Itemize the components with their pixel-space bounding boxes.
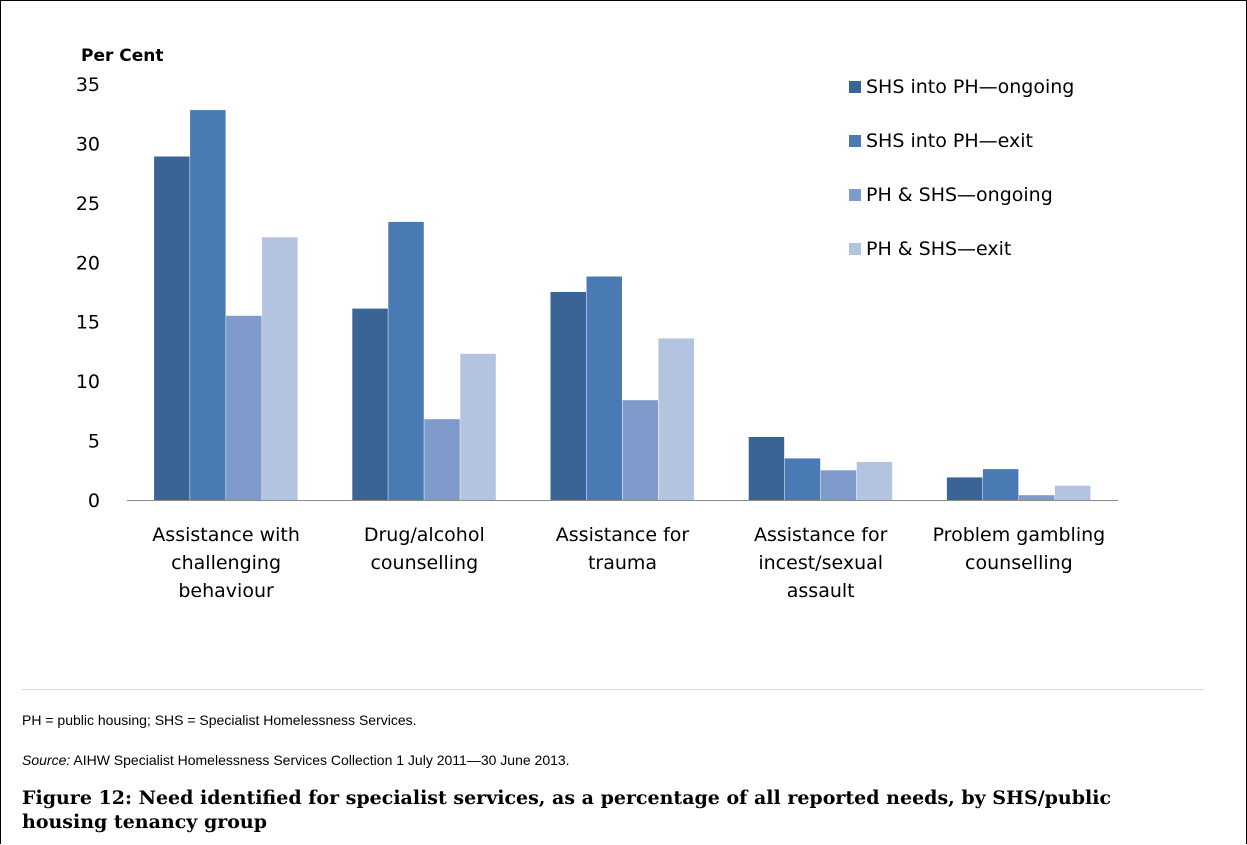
abbreviations-note: PH = public housing; SHS = Specialist Ho…	[22, 712, 417, 728]
legend: SHS into PH—ongoing SHS into PH—exit PH & …	[849, 76, 1074, 260]
legend-swatch	[849, 135, 861, 147]
source-label: Source:	[22, 752, 71, 768]
bar	[550, 292, 586, 500]
separator-line	[22, 689, 1204, 690]
category-label: assault	[787, 580, 855, 602]
bar	[226, 315, 262, 500]
bar	[856, 462, 893, 500]
bar	[388, 221, 424, 500]
legend-label: PH & SHS—ongoing	[866, 184, 1053, 206]
bar	[1054, 485, 1091, 500]
y-tick-label: 15	[76, 312, 100, 334]
bar	[946, 477, 983, 500]
legend-label: PH & SHS—exit	[866, 238, 1011, 260]
bar	[784, 458, 821, 500]
category-label: challenging	[171, 552, 281, 574]
category-label: Assistance for	[754, 524, 888, 546]
bar	[154, 156, 190, 500]
y-tick-label: 35	[76, 74, 100, 96]
category-label: counselling	[370, 552, 478, 574]
category-label: Assistance with	[152, 524, 300, 546]
y-axis-ticks: 0 5 10 15 20 25 30 35	[76, 74, 100, 512]
bar	[1018, 495, 1055, 500]
bar-chart: Per Cent 0 5 10 15 20 25 30 35 Assistance with c…	[76, 46, 1118, 602]
bar	[352, 308, 388, 500]
y-tick-label: 10	[76, 371, 100, 393]
y-tick-label: 30	[76, 133, 100, 155]
legend-swatch	[849, 243, 861, 255]
legend-swatch	[849, 81, 861, 93]
figure-title: Figure 12: Need identified for specialis…	[22, 787, 1112, 833]
legend-label: SHS into PH—ongoing	[866, 76, 1074, 98]
bar	[262, 237, 298, 501]
y-tick-label: 0	[88, 490, 100, 512]
bar	[820, 470, 857, 500]
category-label: Drug/alcohol	[364, 524, 485, 546]
bar	[460, 353, 496, 500]
bar	[748, 437, 785, 500]
y-tick-label: 5	[88, 431, 100, 453]
category-label: Problem gambling	[933, 524, 1106, 546]
source-text: AIHW Specialist Homelessness Services Co…	[70, 752, 570, 768]
category-label: Assistance for	[556, 524, 690, 546]
category-label: trauma	[588, 552, 657, 574]
bar	[982, 469, 1019, 500]
source-note: Source: AIHW Specialist Homelessness Ser…	[22, 752, 570, 768]
category-label: incest/sexual	[758, 552, 883, 574]
bars	[154, 110, 1091, 501]
y-tick-label: 20	[76, 252, 100, 274]
bar	[586, 276, 622, 500]
legend-swatch	[849, 189, 861, 201]
bar	[658, 338, 694, 500]
y-tick-label: 25	[76, 193, 100, 215]
y-axis-title: Per Cent	[81, 46, 164, 66]
category-labels: Assistance with challenging behaviour Drug/…	[152, 524, 1105, 602]
category-label: counselling	[965, 552, 1073, 574]
bar	[190, 110, 226, 500]
bar	[424, 419, 460, 500]
category-label: behaviour	[178, 580, 274, 602]
legend-label: SHS into PH—exit	[866, 130, 1033, 152]
bar	[622, 400, 658, 500]
